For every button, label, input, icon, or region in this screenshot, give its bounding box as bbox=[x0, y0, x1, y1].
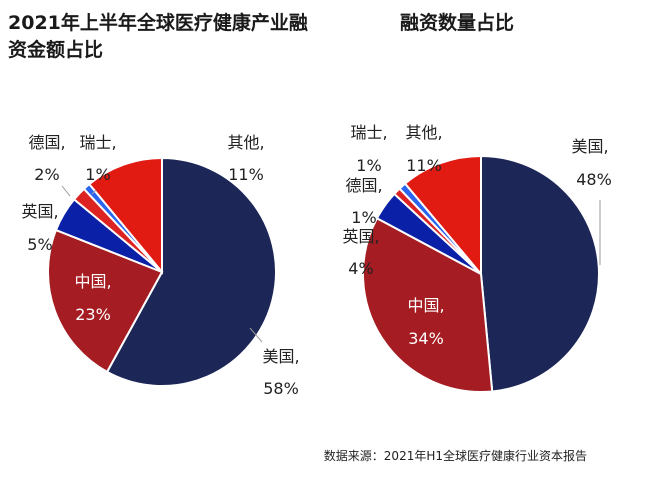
slice-value-label-1-6: 11% bbox=[228, 165, 264, 184]
slice-name-label-1-1: 美国, bbox=[262, 347, 299, 366]
slice-name-label-1-6: 其他, bbox=[227, 133, 264, 152]
pie-slice-2-6 bbox=[403, 154, 482, 277]
leader-line-1-3 bbox=[91, 189, 97, 195]
slice-name-label-1-2: 中国, bbox=[74, 272, 111, 291]
slice-name-label-2-2: 中国, bbox=[407, 296, 444, 315]
chart-title-amount: 2021年上半年全球医疗健康产业融资金额占比 bbox=[8, 12, 308, 61]
slice-value-label-2-2: 34% bbox=[408, 329, 444, 348]
slice-name-label-2-6: 其他, bbox=[405, 123, 442, 142]
slice-name-label-1-5: 瑞士, bbox=[79, 133, 116, 152]
chart-title-count: 融资数量占比 bbox=[400, 12, 515, 34]
slice-value-label-1-4: 2% bbox=[34, 165, 59, 184]
pie-slice-1-2 bbox=[47, 228, 164, 374]
pie-chart-1: 美国, 58% 中国, 23% 英国, 5% 德国, 2% 瑞士, 1% 其他, 11% bbox=[21, 133, 299, 398]
slice-value-label-1-2: 23% bbox=[75, 305, 111, 324]
slice-value-label-1-3: 5% bbox=[27, 235, 52, 254]
pie-slice-2-1 bbox=[480, 154, 600, 393]
slice-value-label-2-1: 48% bbox=[576, 170, 612, 189]
slice-value-label-2-3: 4% bbox=[348, 259, 373, 278]
pie-slice-1-1 bbox=[105, 156, 277, 387]
pie-slice-1-6 bbox=[87, 156, 163, 275]
slice-value-label-2-6: 11% bbox=[406, 156, 442, 175]
slice-value-label-1-5: 1% bbox=[85, 165, 110, 184]
slice-name-label-1-4: 德国, bbox=[28, 133, 65, 152]
slice-name-label-2-4: 德国, bbox=[345, 176, 382, 195]
pie-slice-2-2 bbox=[362, 216, 494, 393]
slice-value-label-2-5: 1% bbox=[356, 156, 381, 175]
slice-value-label-2-4: 1% bbox=[351, 208, 376, 227]
leader-line-1-1 bbox=[249, 327, 263, 343]
leader-line-1-2 bbox=[61, 185, 71, 197]
data-source-note: 数据来源：2021年H1全球医疗健康行业资本报告 bbox=[323, 449, 587, 463]
slice-name-label-2-3: 英国, bbox=[342, 227, 379, 246]
pie-chart-2: 美国,48%中国,34%英国,4%德国,1%瑞士,1%其他,11% bbox=[342, 123, 612, 393]
slice-name-label-2-5: 瑞士, bbox=[350, 123, 387, 142]
slice-name-label-1-3: 英国, bbox=[21, 202, 58, 221]
slice-name-label-2-1: 美国, bbox=[571, 137, 608, 156]
slice-value-label-1-1: 58% bbox=[263, 379, 299, 398]
